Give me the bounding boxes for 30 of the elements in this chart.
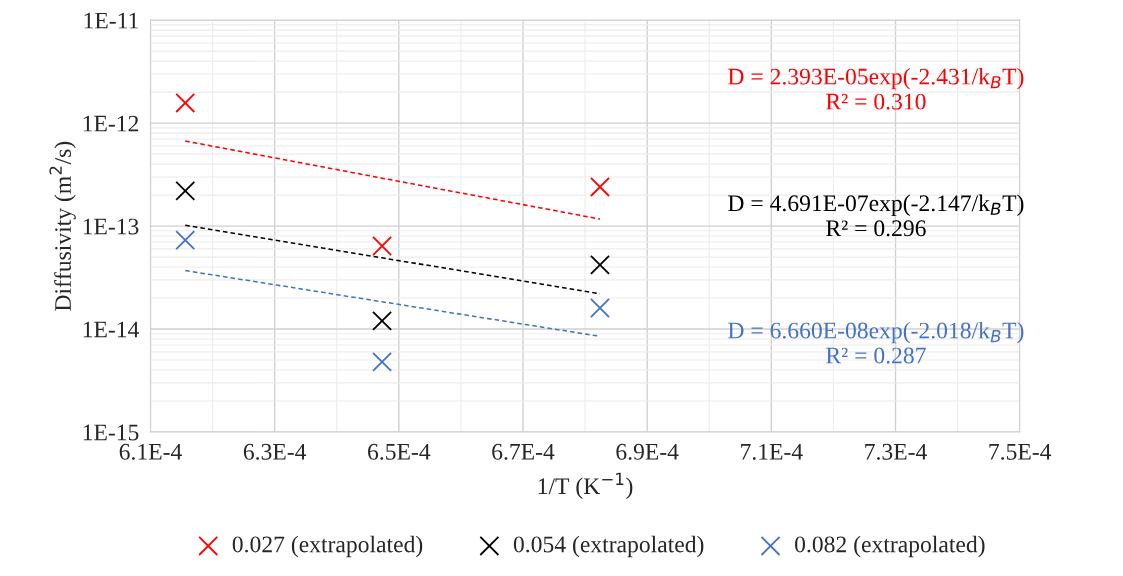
y-axis-title: Diffusivity (m$^{2}$/s) xyxy=(49,141,76,311)
y-tick-label: 1E-14 xyxy=(83,321,139,338)
point xyxy=(175,180,196,201)
y-tick-label: 1E-15 xyxy=(83,424,139,441)
point xyxy=(590,254,610,275)
x-tick-label: 7.5E-4 xyxy=(989,443,1052,460)
legend-label: 0.082 (extrapolated) xyxy=(795,535,985,558)
y-tick-label: 1E-13 xyxy=(83,218,139,235)
legend-label: 0.027 (extrapolated) xyxy=(232,535,423,558)
point xyxy=(175,230,196,251)
x-tick-label: 6.9E-4 xyxy=(616,443,679,460)
point xyxy=(372,236,393,256)
x-tick-label: 6.1E-4 xyxy=(119,443,182,460)
x-axis-title: 1/T (K$^{−1}$) xyxy=(538,472,633,499)
point xyxy=(590,298,610,318)
point xyxy=(175,92,196,113)
x-tick-label: 6.3E-4 xyxy=(243,443,307,460)
point xyxy=(590,176,610,197)
y-tick-label: 1E-11 xyxy=(84,12,138,29)
x-tick-label: 6.5E-4 xyxy=(368,443,431,460)
x-tick-label: 6.7E-4 xyxy=(492,443,555,460)
legend-label: 0.054 (extrapolated) xyxy=(513,535,704,558)
y-tick-label: 1E-12 xyxy=(83,115,139,132)
point xyxy=(372,310,393,331)
point xyxy=(372,351,393,372)
text: D = 6.660E-08exp(-2.018/k$_{B}$T) R² = 0.287 xyxy=(728,321,1024,364)
text: D = 2.393E-05exp(-2.431/k$_{B}$T) R² = 0.310 xyxy=(728,67,1024,110)
text: D = 4.691E-07exp(-2.147/k$_{B}$T) R² = 0.296 xyxy=(728,194,1024,237)
x-tick-label: 7.3E-4 xyxy=(865,443,927,460)
x-tick-label: 7.1E-4 xyxy=(741,443,803,460)
